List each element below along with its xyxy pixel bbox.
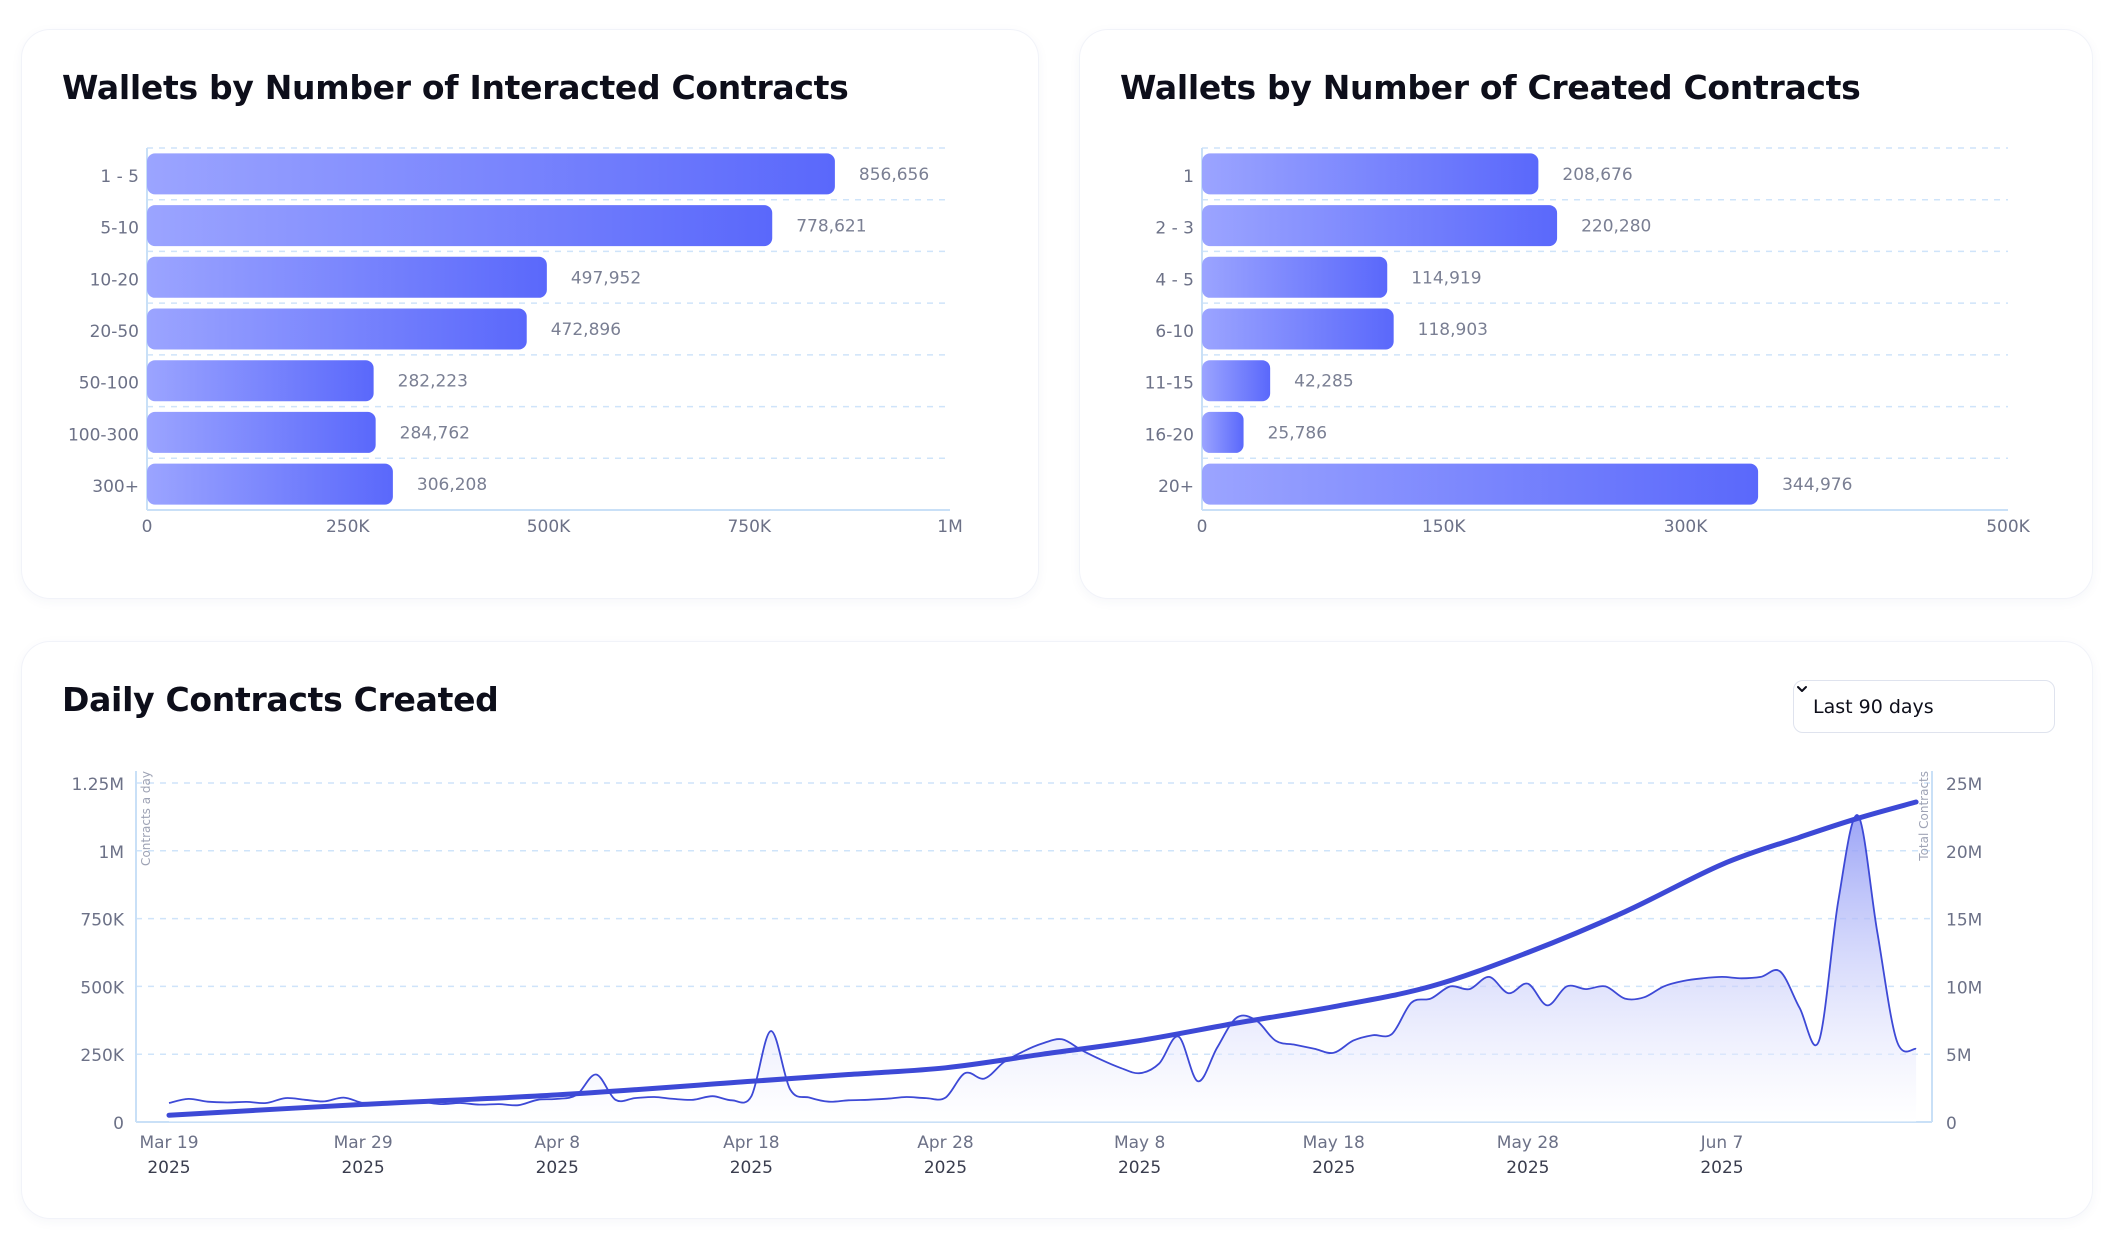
y-left-tick-label: 250K	[80, 1046, 124, 1066]
daily-contracts-line	[168, 814, 1917, 1107]
category-tick-label: 6-10	[1155, 322, 1194, 342]
bar	[1202, 463, 1759, 505]
y-left-tick-label: 0	[113, 1114, 124, 1134]
y-right-tick-label: 5M	[1946, 1046, 1971, 1066]
bar-value-label: 778,621	[796, 217, 866, 237]
bar	[147, 411, 376, 453]
category-tick-label: 300+	[92, 477, 139, 497]
x-tick-year-label: 2025	[147, 1158, 190, 1178]
bar-value-label: 344,976	[1782, 475, 1852, 495]
x-tick-label: Jun 7	[1700, 1133, 1744, 1153]
bar-value-label: 114,919	[1411, 268, 1481, 288]
y-left-tick-label: 500K	[80, 978, 124, 998]
x-tick-label: 250K	[326, 517, 370, 537]
category-tick-label: 1 - 5	[100, 167, 139, 187]
x-tick-year-label: 2025	[924, 1158, 967, 1178]
y-left-tick-label: 750K	[80, 911, 124, 931]
y-right-tick-label: 10M	[1946, 978, 1982, 998]
x-tick-label: May 28	[1497, 1133, 1559, 1153]
x-tick-year-label: 2025	[536, 1158, 579, 1178]
x-tick-label: 0	[1197, 517, 1208, 537]
interacted-contracts-card: Wallets by Number of Interacted Contract…	[22, 30, 1038, 598]
interacted-chart-title: Wallets by Number of Interacted Contract…	[62, 68, 849, 107]
bar	[1202, 411, 1244, 453]
bar-value-label: 282,223	[398, 372, 468, 392]
total-contracts-line	[166, 799, 1919, 1118]
bar-value-label: 208,676	[1562, 165, 1632, 185]
x-tick-label: May 18	[1303, 1133, 1365, 1153]
x-tick-year-label: 2025	[1312, 1158, 1355, 1178]
y-left-axis-title: Contracts a day	[139, 771, 153, 866]
y-right-tick-label: 20M	[1946, 843, 1982, 863]
chevron-down-icon	[1797, 686, 1807, 692]
x-tick-year-label: 2025	[1118, 1158, 1161, 1178]
y-left-tick-label: 1M	[99, 843, 124, 863]
x-tick-year-label: 2025	[730, 1158, 773, 1178]
x-tick-label: Apr 8	[534, 1133, 580, 1153]
category-tick-label: 100-300	[68, 425, 139, 445]
category-tick-label: 20+	[1158, 477, 1194, 497]
interacted-bar-chart: 856,656 1 - 5 778,621 5-10 497,952 10-20 472,8…	[68, 147, 963, 537]
category-tick-label: 16-20	[1145, 425, 1194, 445]
x-tick-year-label: 2025	[1506, 1158, 1549, 1178]
category-tick-label: 10-20	[90, 270, 139, 290]
category-tick-label: 4 - 5	[1155, 270, 1194, 290]
x-tick-label: 500K	[1986, 517, 2030, 537]
bar	[147, 463, 393, 505]
x-tick-label: 150K	[1422, 517, 1466, 537]
created-contracts-card: Wallets by Number of Created Contracts 2…	[1080, 30, 2092, 598]
bar-value-label: 497,952	[571, 268, 641, 288]
bar	[1202, 153, 1539, 195]
daily-chart-title: Daily Contracts Created	[62, 680, 499, 719]
x-tick-label: Apr 28	[917, 1133, 973, 1153]
bar-value-label: 472,896	[551, 320, 621, 340]
category-tick-label: 1	[1183, 167, 1194, 187]
category-tick-label: 20-50	[90, 322, 139, 342]
bar-value-label: 220,280	[1581, 217, 1651, 237]
time-range-select[interactable]: Last 90 days	[1793, 680, 2055, 733]
daily-contracts-area	[169, 815, 1917, 1122]
y-right-tick-label: 25M	[1946, 775, 1982, 795]
x-tick-label: May 8	[1114, 1133, 1165, 1153]
bar	[1202, 205, 1558, 247]
bar	[147, 256, 547, 298]
bar-value-label: 284,762	[400, 423, 470, 443]
x-tick-label: 0	[142, 517, 153, 537]
x-tick-label: 1M	[937, 517, 962, 537]
bar-value-label: 306,208	[417, 475, 487, 495]
x-tick-label: 500K	[527, 517, 571, 537]
bar	[1202, 256, 1388, 298]
category-tick-label: 50-100	[79, 374, 139, 394]
y-right-axis-title: Total Contracts	[1917, 771, 1931, 862]
bar-value-label: 25,786	[1268, 423, 1327, 443]
created-chart-title: Wallets by Number of Created Contracts	[1120, 68, 1861, 107]
bar	[147, 308, 527, 350]
bar-value-label: 118,903	[1418, 320, 1488, 340]
category-tick-label: 5-10	[100, 219, 139, 239]
bar	[1202, 360, 1271, 402]
bar	[147, 205, 773, 247]
bar	[1202, 308, 1394, 350]
x-tick-label: Apr 18	[723, 1133, 779, 1153]
x-tick-year-label: 2025	[1700, 1158, 1743, 1178]
x-tick-label: 300K	[1664, 517, 1708, 537]
y-left-tick-label: 1.25M	[71, 775, 124, 795]
x-tick-label: Mar 19	[139, 1133, 198, 1153]
bar	[147, 153, 835, 195]
bar-value-label: 856,656	[859, 165, 929, 185]
x-tick-label: Mar 29	[334, 1133, 393, 1153]
daily-contracts-card: Daily Contracts Created Last 90 days 0 25…	[22, 642, 2092, 1218]
x-tick-label: 750K	[727, 517, 771, 537]
category-tick-label: 2 - 3	[1155, 219, 1194, 239]
category-tick-label: 11-15	[1145, 374, 1194, 394]
bar	[147, 360, 374, 402]
y-right-tick-label: 0	[1946, 1114, 1957, 1134]
daily-area-chart: 0 250K 500K 750K 1M 1.25M 0 5M 10M 15M 20M 25M Contr…	[71, 771, 1982, 1178]
y-right-tick-label: 15M	[1946, 911, 1982, 931]
x-tick-year-label: 2025	[341, 1158, 384, 1178]
created-bar-chart: 208,676 1 220,280 2 - 3 114,919 4 - 5 118,903 6…	[1145, 147, 2031, 537]
bar-value-label: 42,285	[1294, 372, 1353, 392]
time-range-label: Last 90 days	[1813, 695, 1934, 718]
